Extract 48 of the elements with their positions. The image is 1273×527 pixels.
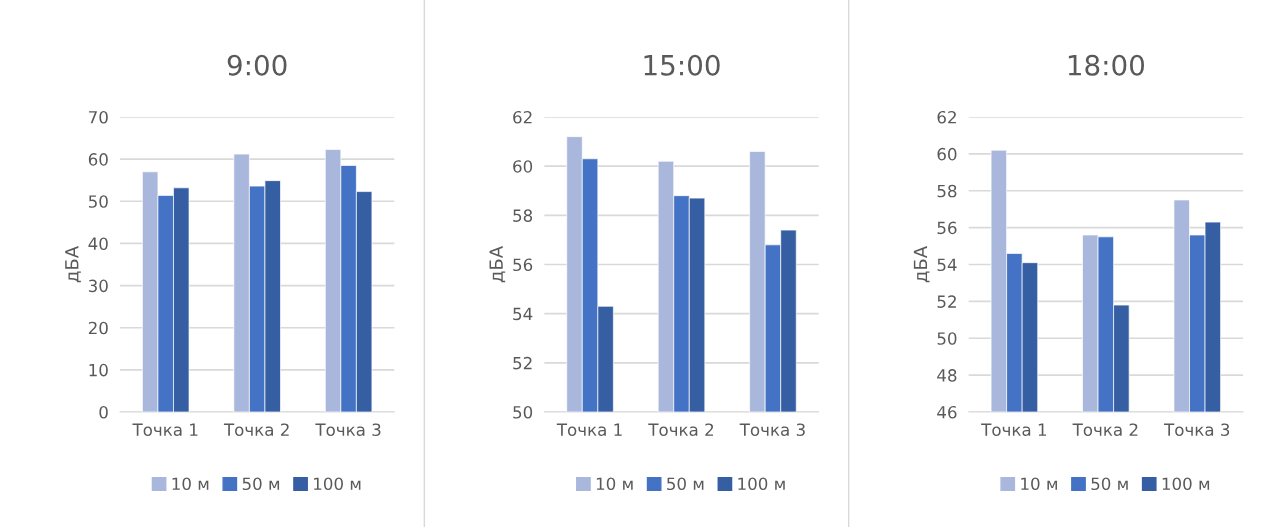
x-tick-label: Точка 3 <box>315 423 381 437</box>
y-axis-title: дБА <box>913 246 930 283</box>
y-tick-label: 50 <box>88 195 108 208</box>
y-tick-label: 52 <box>513 356 532 370</box>
y-tick-label: 0 <box>99 405 108 419</box>
legend-label: 10 м <box>596 477 633 491</box>
y-tick-label: 50 <box>513 405 533 419</box>
legend-label: 100 м <box>314 477 361 491</box>
y-tick-label: 60 <box>937 147 957 161</box>
x-tick-label: Точка 1 <box>981 423 1047 437</box>
y-axis-title: дБА <box>489 246 506 283</box>
chart-title: 9:00 <box>227 54 287 76</box>
legend-label: 10 м <box>1021 477 1057 491</box>
y-axis-title: дБА <box>65 246 81 283</box>
y-tick-label: 40 <box>88 237 108 250</box>
y-tick-label: 54 <box>513 307 533 321</box>
y-tick-label: 70 <box>89 110 108 124</box>
legend-label: 10 м <box>172 477 209 491</box>
y-tick-label: 58 <box>937 184 957 198</box>
legend-label: 100 м <box>1162 477 1210 491</box>
y-tick-label: 52 <box>937 295 956 308</box>
chart-title: 15:00 <box>644 54 720 76</box>
y-tick-label: 54 <box>937 258 957 272</box>
legend-label: 50 м <box>1091 477 1128 491</box>
y-tick-label: 50 <box>937 332 957 345</box>
x-tick-label: Точка 3 <box>1164 423 1230 437</box>
x-tick-label: Точка 2 <box>1072 423 1138 437</box>
y-tick-label: 60 <box>513 160 533 173</box>
y-tick-label: 46 <box>937 405 957 419</box>
x-tick-label: Точка 2 <box>648 423 714 437</box>
legend-label: 100 м <box>738 477 785 491</box>
legend-label: 50 м <box>242 477 280 491</box>
y-tick-label: 30 <box>88 279 108 293</box>
y-tick-label: 62 <box>937 110 956 124</box>
x-tick-label: Точка 3 <box>739 423 805 437</box>
y-tick-label: 56 <box>513 258 533 272</box>
x-tick-label: Точка 2 <box>223 423 289 437</box>
chart-title: 18:00 <box>1068 54 1145 76</box>
y-tick-label: 48 <box>937 369 957 382</box>
x-tick-label: Точка 1 <box>556 423 622 437</box>
y-tick-label: 60 <box>88 153 108 166</box>
y-tick-label: 56 <box>937 221 957 235</box>
x-tick-label: Точка 1 <box>132 423 198 437</box>
y-tick-label: 62 <box>513 110 532 124</box>
legend-label: 50 м <box>667 477 704 491</box>
y-tick-label: 20 <box>88 321 108 335</box>
y-tick-label: 10 <box>89 363 108 377</box>
y-tick-label: 58 <box>513 209 533 222</box>
